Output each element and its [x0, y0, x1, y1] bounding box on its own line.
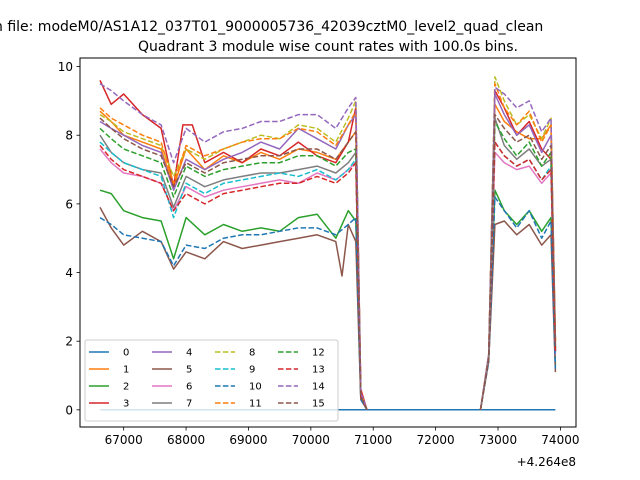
legend-label-3: 3	[123, 399, 129, 410]
series-line-7-segment-1	[479, 117, 557, 410]
y-axis-ticks: 0 2 4 6 8 10	[58, 60, 80, 417]
legend-label-8: 8	[249, 348, 255, 359]
series-line-2-segment-0	[99, 189, 368, 411]
y-tick-label: 2	[65, 335, 73, 349]
legend-label-10: 10	[249, 382, 262, 393]
y-tick-label: 8	[65, 129, 73, 143]
x-axis-ticks: 67000 68000 69000 70000 71000 72000 73000 74000	[105, 427, 579, 447]
x-tick-label: 72000	[417, 433, 455, 447]
chart-title: Quadrant 3 module wise count rates with …	[138, 39, 518, 55]
figure-suptitle: n file: modeM0/AS1A12_037T01_9000005736_…	[0, 19, 543, 35]
legend-label-5: 5	[186, 365, 192, 376]
x-tick-label: 73000	[479, 433, 517, 447]
series-line-12-segment-0	[99, 127, 368, 411]
series-line-11-segment-0	[99, 107, 368, 411]
x-tick-label: 69000	[229, 433, 267, 447]
x-tick-label: 71000	[354, 433, 392, 447]
legend-label-0: 0	[123, 348, 129, 359]
series-line-5-segment-0	[99, 206, 368, 411]
legend-label-9: 9	[249, 365, 255, 376]
x-tick-label: 74000	[541, 433, 579, 447]
series-line-13-segment-0	[99, 145, 368, 411]
legend-label-7: 7	[186, 399, 192, 410]
y-tick-label: 10	[58, 60, 73, 74]
axes-frame	[79, 57, 577, 428]
legend-label-14: 14	[312, 382, 325, 393]
legend-label-13: 13	[312, 365, 325, 376]
series-line-15-segment-1	[479, 113, 557, 410]
legend-label-11: 11	[249, 399, 262, 410]
legend-label-15: 15	[312, 399, 325, 410]
legend-label-1: 1	[123, 365, 129, 376]
y-tick-label: 0	[65, 403, 73, 417]
series-line-10-segment-0	[99, 216, 368, 411]
y-tick-label: 4	[65, 266, 73, 280]
series-line-14-segment-0	[99, 83, 368, 411]
x-tick-label: 68000	[167, 433, 205, 447]
x-tick-label: 70000	[292, 433, 330, 447]
y-tick-label: 6	[65, 197, 73, 211]
x-tick-label: 67000	[105, 433, 143, 447]
plot-area: 67000 68000 69000 70000 71000 72000 73000 74000…	[58, 57, 579, 469]
series-line-13-segment-1	[479, 141, 557, 410]
series-layer	[99, 76, 557, 411]
x-offset-label: +4.264e8	[517, 455, 576, 469]
series-line-5-segment-1	[479, 220, 557, 410]
legend-label-4: 4	[186, 348, 192, 359]
series-line-9-segment-0	[99, 141, 368, 411]
series-line-8-segment-1	[479, 76, 557, 410]
series-line-15-segment-0	[99, 117, 368, 411]
legend-label-2: 2	[123, 382, 129, 393]
legend-label-12: 12	[312, 348, 325, 359]
legend-label-6: 6	[186, 382, 192, 393]
series-line-8-segment-0	[99, 100, 368, 411]
legend-frame	[84, 339, 339, 422]
